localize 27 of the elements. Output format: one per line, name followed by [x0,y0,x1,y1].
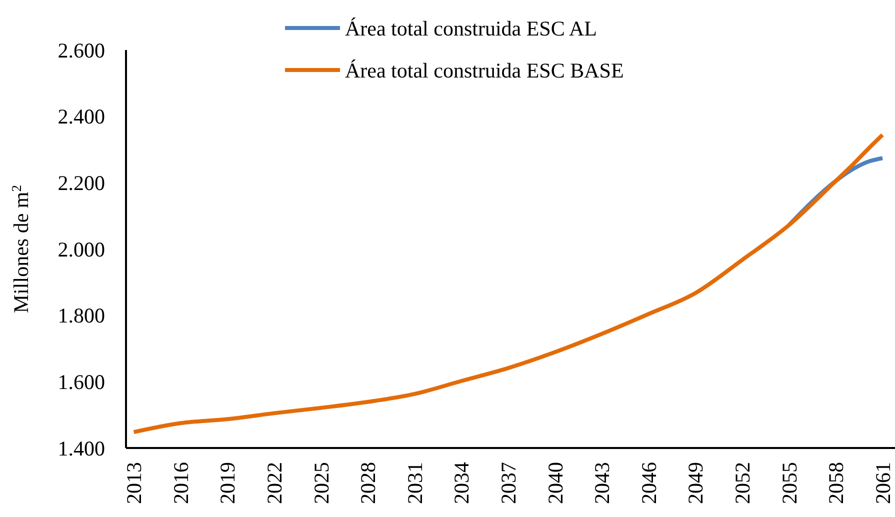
y-tick-label: 2.600 [58,38,105,62]
legend-label: Área total construida ESC AL [345,16,597,40]
line-series [132,132,885,434]
x-tick-label: 2013 [122,462,146,504]
x-tick-label: 2034 [450,462,474,504]
x-tick-label: 2019 [216,462,240,504]
x-tick-label: 2025 [309,462,334,504]
x-tick-label: 2046 [636,462,661,504]
y-tick-label: 1.600 [58,370,105,394]
x-tick-label: 2037 [496,462,521,504]
y-tick-label: 2.200 [58,171,105,196]
x-tick-label: 2061 [870,462,895,504]
x-tick-label: 2058 [824,462,848,504]
y-tick-label: 2.400 [58,104,105,129]
x-tick-label: 2049 [684,462,708,504]
y-tick-label: 2.000 [58,237,105,262]
x-tick-label: 2022 [262,462,287,504]
x-tick-label: 2040 [543,462,568,504]
y-tick-label: 1.800 [58,304,105,328]
x-tick-label: 2052 [730,462,754,504]
x-tick-label: 2043 [590,462,614,504]
x-tick-label: 2055 [777,462,802,504]
y-tick-label: 1.400 [58,436,105,460]
legend-label: Área total construida ESC BASE [345,58,624,82]
x-tick-label: 2031 [402,462,427,504]
x-tick-label: 2016 [168,462,193,504]
x-tick-label: 2028 [356,462,380,504]
